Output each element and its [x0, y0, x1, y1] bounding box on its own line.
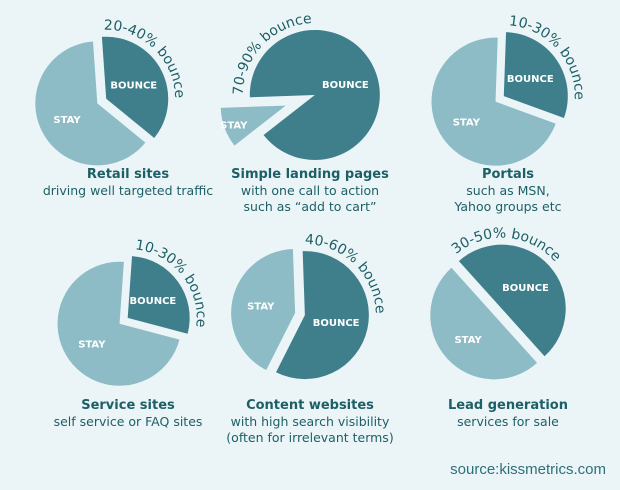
- chart-title: Portals: [481, 167, 535, 182]
- bounce-slice: [101, 36, 169, 138]
- chart-subtitle: such as “add to cart”: [243, 199, 377, 214]
- bounce-slice-label: BOUNCE: [507, 74, 554, 85]
- bounce-slice-label: BOUNCE: [110, 81, 157, 92]
- chart-subtitle: (often for irrelevant terms): [226, 430, 394, 445]
- stay-slice-label: STAY: [454, 335, 482, 346]
- chart-subtitle: with one call to action: [240, 183, 380, 198]
- chart-title: Retail sites: [86, 167, 170, 182]
- chart-subtitle: driving well targeted traffic: [42, 183, 214, 198]
- bounce-slice: [249, 29, 380, 160]
- stay-slice-label: STAY: [247, 301, 275, 312]
- stay-slice: [57, 261, 180, 386]
- stay-slice-label: STAY: [78, 340, 106, 351]
- chart-caption: Service sites self service or FAQ sites: [18, 398, 238, 430]
- chart-title: Simple landing pages: [231, 167, 389, 182]
- stay-slice-label: STAY: [53, 115, 81, 126]
- stay-slice: [231, 248, 296, 371]
- bounce-slice: [127, 256, 190, 334]
- chart-subtitle: with high search visibility: [230, 414, 390, 429]
- chart-title: Service sites: [81, 398, 175, 413]
- bounce-slice: [458, 244, 566, 357]
- source-credit: source:kissmetrics.com: [450, 461, 606, 478]
- chart-subtitle: Yahoo groups etc: [454, 199, 562, 214]
- bounce-slice: [503, 32, 568, 118]
- chart-caption: Lead generation services for sale: [398, 398, 618, 430]
- chart-subtitle: self service or FAQ sites: [53, 414, 203, 429]
- bounce-slice: [276, 251, 369, 380]
- bounce-slice-label: BOUNCE: [129, 296, 176, 307]
- stay-slice: [431, 37, 556, 166]
- stay-slice: [220, 105, 286, 146]
- stay-slice-label: STAY: [220, 120, 248, 131]
- bounce-slice-label: BOUNCE: [322, 80, 369, 91]
- bounce-slice-label: BOUNCE: [313, 318, 360, 329]
- chart-subtitle: services for sale: [457, 414, 559, 429]
- stay-slice: [35, 41, 146, 166]
- chart-caption: Simple landing pages with one call to act…: [200, 167, 420, 215]
- chart-subtitle: such as MSN,: [466, 183, 550, 198]
- chart-title: Lead generation: [448, 398, 568, 413]
- chart-caption: Content websites with high search visibil…: [200, 398, 420, 446]
- stay-slice: [430, 267, 538, 380]
- chart-caption: Portals such as MSN, Yahoo groups etc: [398, 167, 618, 215]
- bounce-slice-label: BOUNCE: [502, 283, 549, 294]
- chart-title: Content websites: [246, 398, 374, 413]
- chart-caption: Retail sites driving well targeted traffi…: [18, 167, 238, 199]
- stay-slice-label: STAY: [453, 117, 481, 128]
